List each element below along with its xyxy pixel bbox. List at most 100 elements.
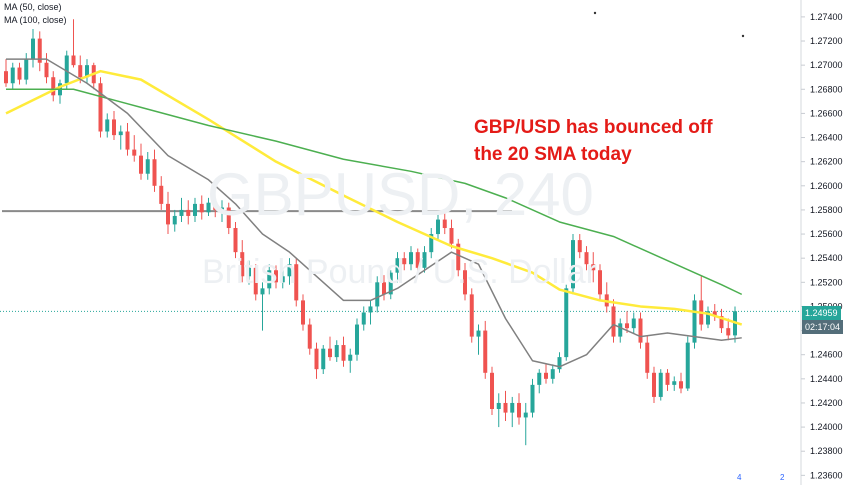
candle — [348, 348, 353, 373]
candle-body — [429, 234, 434, 253]
candle-body — [645, 342, 650, 373]
candle-body — [611, 306, 616, 337]
candle — [247, 260, 251, 285]
candle-body — [132, 149, 137, 156]
candle — [220, 200, 224, 222]
candle — [429, 228, 434, 259]
candle-body — [598, 270, 602, 295]
candle — [631, 312, 636, 333]
candle — [233, 221, 238, 259]
candle — [483, 320, 488, 379]
candle — [240, 240, 245, 283]
event-badge-icon[interactable]: 2 — [780, 473, 784, 482]
alert-badge-count: 4 — [737, 473, 742, 482]
candle — [186, 200, 191, 225]
alert-badge-icon[interactable]: 4 — [737, 473, 741, 482]
toolbar-dots — [593, 11, 745, 38]
candle — [537, 369, 542, 394]
candle — [611, 299, 616, 343]
candle-body — [476, 330, 481, 337]
annotation-line-2: the 20 SMA today — [474, 144, 632, 165]
candle-body — [301, 300, 305, 325]
candle-body — [436, 219, 440, 235]
indicator-legend-ma100[interactable]: MA (100, close) — [4, 15, 67, 25]
candle — [368, 300, 373, 325]
candle-body — [442, 219, 447, 229]
candle — [591, 252, 596, 283]
candle-body — [463, 270, 467, 295]
candle-body — [719, 316, 724, 329]
candle — [17, 62, 22, 85]
candle — [469, 288, 474, 343]
candle — [571, 234, 575, 295]
candle — [456, 238, 461, 277]
candle-body — [193, 203, 197, 216]
candle — [395, 252, 400, 283]
description-watermark: British Pound / U.S. Dollar — [202, 253, 597, 291]
candle — [213, 197, 218, 218]
candle-body — [294, 264, 299, 301]
candle — [584, 246, 589, 271]
candle-body — [517, 402, 521, 418]
candle — [166, 191, 170, 235]
candle — [132, 135, 137, 162]
candle-body — [334, 345, 339, 358]
candle-body — [240, 252, 245, 277]
candle — [415, 248, 420, 273]
indicator-legend-ma50[interactable]: MA (50, close) — [4, 2, 62, 12]
candle — [625, 311, 629, 333]
candle-body — [274, 270, 278, 283]
candle-body — [10, 67, 15, 84]
countdown-tag: 02:17:04 — [802, 320, 844, 334]
candle — [449, 219, 454, 249]
candle-body — [253, 267, 258, 295]
candle — [287, 258, 292, 285]
candle-body — [469, 294, 474, 337]
candle-body — [409, 252, 413, 265]
candle — [706, 306, 710, 329]
candle-body — [490, 372, 494, 409]
candle-body — [145, 159, 150, 174]
candle — [436, 212, 440, 241]
candle — [652, 366, 656, 403]
candle — [206, 197, 211, 216]
candle-body — [402, 258, 407, 265]
candle — [37, 31, 42, 72]
candle — [98, 77, 103, 138]
candle-body — [618, 323, 623, 337]
candle-body — [280, 276, 285, 283]
ma20-line — [6, 58, 742, 368]
candle — [341, 336, 346, 367]
candle — [145, 152, 150, 180]
candle — [71, 19, 76, 68]
drawing-dot-icon — [593, 11, 597, 15]
candle-body — [510, 402, 515, 413]
candle-body — [449, 228, 454, 244]
candle-body — [98, 83, 103, 132]
candle — [125, 123, 130, 156]
candles — [4, 19, 737, 446]
candle — [301, 294, 305, 331]
candle — [577, 234, 582, 259]
y-tick-label: 1.25800 — [810, 205, 843, 215]
candle — [665, 369, 670, 391]
candle — [402, 252, 407, 271]
candle — [503, 390, 508, 422]
candle-body — [328, 348, 332, 358]
candle-body — [503, 402, 508, 413]
candle — [388, 270, 393, 300]
candle-body — [483, 330, 488, 373]
candle — [733, 306, 737, 343]
candle-body — [422, 252, 427, 268]
candle-body — [267, 270, 272, 289]
candle-body — [226, 207, 231, 229]
candle-body — [112, 119, 116, 136]
y-tick-label: 1.26400 — [810, 133, 843, 143]
candle-body — [287, 264, 292, 277]
candle — [523, 402, 528, 446]
candle-body — [24, 59, 29, 80]
candle — [85, 59, 89, 84]
last-price-tag: 1.24959 — [802, 306, 841, 320]
y-tick-label: 1.25400 — [810, 253, 843, 263]
event-badge-count: 2 — [780, 473, 785, 482]
